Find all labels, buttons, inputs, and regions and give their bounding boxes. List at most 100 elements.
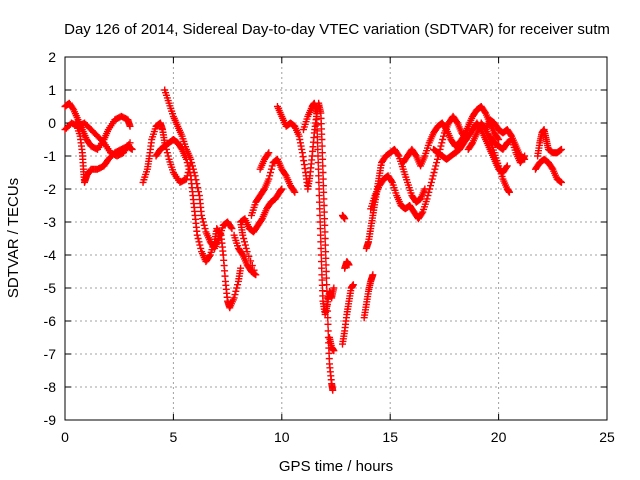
data-point xyxy=(200,221,208,229)
data-point xyxy=(432,162,440,170)
data-point xyxy=(317,244,325,252)
data-track xyxy=(339,281,357,348)
data-point xyxy=(431,165,439,173)
data-point xyxy=(495,136,503,143)
data-point xyxy=(267,169,275,176)
data-point xyxy=(319,155,327,163)
data-point xyxy=(186,169,194,176)
data-point xyxy=(314,159,322,167)
data-point xyxy=(521,152,529,160)
data-track xyxy=(273,99,337,394)
data-point xyxy=(233,284,241,292)
x-axis-label: GPS time / hours xyxy=(279,458,393,475)
data-point xyxy=(322,268,330,275)
data-point xyxy=(195,188,203,196)
data-point xyxy=(320,208,328,216)
data-point xyxy=(313,133,321,141)
data-point xyxy=(182,155,190,163)
data-point xyxy=(324,327,332,335)
data-track xyxy=(325,334,338,355)
data-point xyxy=(426,185,434,193)
data-point xyxy=(241,241,249,249)
data-point xyxy=(183,159,191,167)
data-point xyxy=(439,136,447,143)
data-point xyxy=(313,127,321,135)
data-point xyxy=(315,192,323,200)
plot-frame xyxy=(64,56,608,421)
data-point xyxy=(185,165,193,173)
data-point xyxy=(184,162,192,170)
data-point xyxy=(268,162,276,170)
data-point xyxy=(265,175,273,183)
data-point xyxy=(394,151,402,159)
data-point xyxy=(317,258,325,266)
data-point xyxy=(227,223,235,231)
data-point xyxy=(388,177,396,185)
data-point xyxy=(316,225,324,233)
data-point xyxy=(240,235,248,242)
data-point xyxy=(424,192,432,200)
data-point xyxy=(264,150,272,158)
data-point xyxy=(319,169,327,176)
data-point xyxy=(318,264,326,272)
y-axis-label: SDTVAR / TECUs xyxy=(5,178,22,298)
data-track xyxy=(534,126,565,160)
data-point xyxy=(427,178,435,186)
data-point xyxy=(199,218,207,226)
x-tick-label: 5 xyxy=(170,429,178,445)
y-tick-label: -1 xyxy=(44,148,57,164)
data-point xyxy=(429,172,437,180)
data-point xyxy=(314,152,322,160)
data-track xyxy=(360,271,377,322)
grid-lines xyxy=(65,57,607,420)
data-point xyxy=(247,257,255,265)
data-point xyxy=(319,162,327,170)
x-tick-label: 0 xyxy=(61,429,69,445)
data-point xyxy=(196,241,204,249)
data-point xyxy=(319,182,327,190)
data-point xyxy=(345,261,353,269)
data-track xyxy=(152,136,245,312)
data-track xyxy=(139,119,195,186)
data-point xyxy=(315,172,323,180)
data-point xyxy=(241,238,249,246)
data-point xyxy=(437,142,445,150)
data-point xyxy=(313,121,321,129)
data-point xyxy=(317,231,325,239)
data-point xyxy=(317,251,325,259)
data-point xyxy=(433,155,441,163)
data-point xyxy=(505,188,513,196)
data-point xyxy=(231,291,239,299)
data-point xyxy=(322,274,330,282)
data-point xyxy=(318,142,326,150)
data-track xyxy=(72,119,136,186)
data-track xyxy=(247,155,299,219)
data-track xyxy=(61,119,134,160)
data-track xyxy=(256,149,273,173)
data-point xyxy=(266,172,274,180)
data-point xyxy=(194,235,202,242)
data-point xyxy=(243,248,251,256)
data-point xyxy=(321,221,329,229)
data-point xyxy=(197,244,205,252)
x-tick-label: 25 xyxy=(599,429,615,445)
data-point xyxy=(314,139,322,147)
data-point xyxy=(322,261,330,269)
data-point xyxy=(193,231,201,239)
y-tick-label: 1 xyxy=(48,82,56,98)
data-track xyxy=(299,99,338,318)
data-point xyxy=(237,264,245,272)
data-point xyxy=(324,320,332,328)
data-point xyxy=(321,241,329,249)
data-point xyxy=(250,266,258,274)
data-point xyxy=(418,209,426,217)
data-point xyxy=(319,175,327,183)
y-tick-label: -9 xyxy=(44,412,57,428)
data-point xyxy=(430,169,438,176)
y-tick-label: -8 xyxy=(44,379,57,395)
data-point xyxy=(201,225,209,233)
x-tick-label: 10 xyxy=(274,429,290,445)
data-point xyxy=(322,254,330,262)
data-point xyxy=(322,248,330,256)
